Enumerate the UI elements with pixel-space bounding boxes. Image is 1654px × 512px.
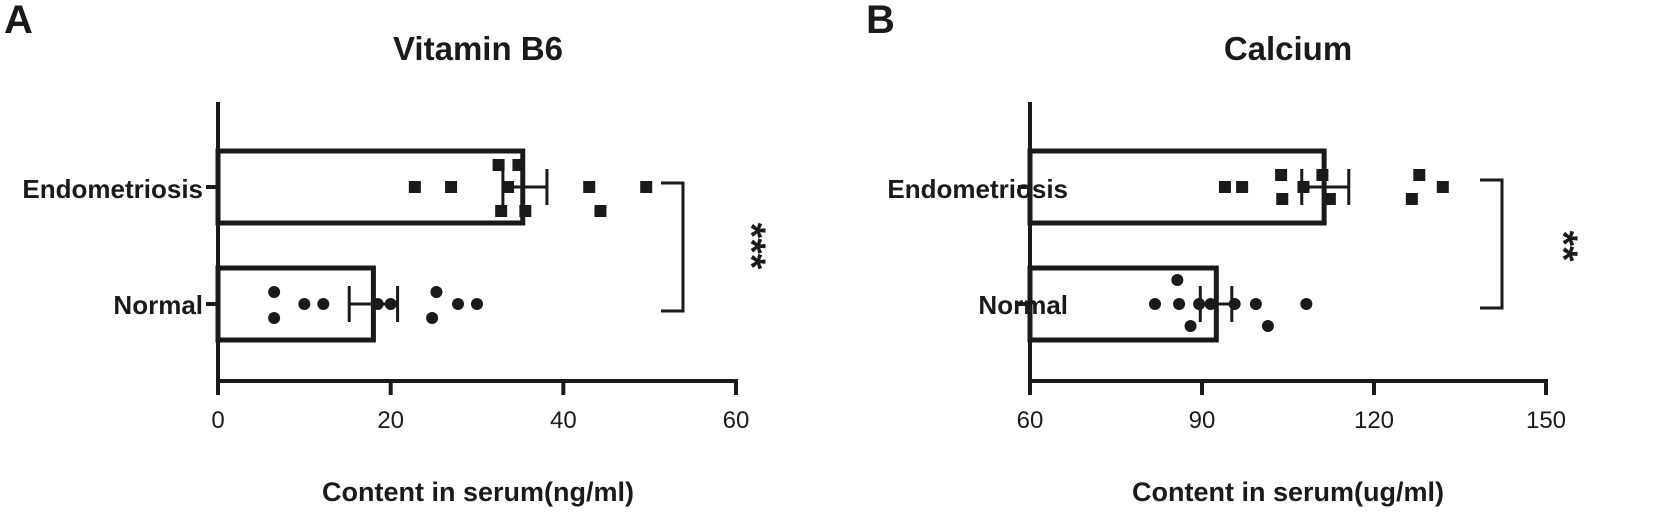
x-tick-label: 60 bbox=[723, 407, 750, 434]
x-tick-label: 0 bbox=[211, 407, 224, 434]
x-tick-label: 20 bbox=[377, 407, 404, 434]
data-point bbox=[1316, 169, 1329, 181]
data-point bbox=[492, 159, 505, 171]
x-tick-label: 120 bbox=[1354, 407, 1394, 434]
category-label-endometriosis: Endometriosis bbox=[22, 174, 203, 204]
bar-endometriosis bbox=[1027, 148, 1327, 226]
data-point bbox=[408, 181, 421, 193]
plot-area: 60 90 120 150 bbox=[1017, 102, 1566, 434]
panel-b: B Calcium Content in serum(ug/ml) Endome… bbox=[866, 0, 1585, 507]
data-point bbox=[1171, 274, 1184, 286]
panel-letter: A bbox=[4, 0, 33, 42]
category-label-normal: Normal bbox=[113, 290, 203, 320]
data-point bbox=[1405, 193, 1418, 205]
data-point bbox=[1300, 298, 1313, 310]
significance-bracket bbox=[661, 181, 685, 313]
chart-title: Vitamin B6 bbox=[393, 30, 563, 67]
data-point bbox=[1436, 181, 1449, 193]
data-point bbox=[452, 298, 465, 310]
data-point bbox=[1249, 298, 1262, 310]
data-point bbox=[1218, 181, 1231, 193]
data-point bbox=[640, 181, 653, 193]
significance-bracket bbox=[1480, 178, 1504, 310]
data-point bbox=[1276, 193, 1289, 205]
data-point bbox=[268, 312, 281, 324]
data-point bbox=[594, 205, 607, 217]
data-point bbox=[1173, 298, 1186, 310]
x-tick-label: 150 bbox=[1526, 407, 1566, 434]
significance-stars: *** bbox=[729, 223, 773, 270]
data-point bbox=[298, 298, 311, 310]
x-tick-label: 60 bbox=[1017, 407, 1044, 434]
data-point bbox=[1261, 320, 1274, 332]
x-tick-label: 40 bbox=[550, 407, 577, 434]
x-axis-title: Content in serum(ug/ml) bbox=[1132, 477, 1444, 507]
category-label-endometriosis: Endometriosis bbox=[887, 174, 1068, 204]
data-point bbox=[1236, 181, 1249, 193]
data-point bbox=[471, 298, 483, 310]
data-point bbox=[1323, 193, 1336, 205]
bar-endometriosis bbox=[215, 148, 526, 226]
data-point bbox=[445, 181, 458, 193]
chart-title: Calcium bbox=[1224, 30, 1352, 67]
panel-letter: B bbox=[866, 0, 895, 42]
data-point bbox=[495, 205, 508, 217]
data-point bbox=[268, 286, 281, 298]
data-point bbox=[583, 181, 596, 193]
data-point bbox=[1275, 169, 1288, 181]
x-axis-title: Content in serum(ng/ml) bbox=[322, 477, 634, 507]
data-point bbox=[519, 205, 532, 217]
data-point bbox=[1148, 298, 1161, 310]
data-point bbox=[1184, 320, 1197, 332]
panel-a: A Vitamin B6 Content in serum(ng/ml) End… bbox=[4, 0, 773, 507]
significance-stars: ** bbox=[1541, 230, 1585, 262]
data-point bbox=[430, 286, 443, 298]
data-point bbox=[512, 159, 525, 171]
plot-area: 0 20 40 60 bbox=[206, 102, 749, 434]
data-point bbox=[1413, 169, 1426, 181]
data-point bbox=[317, 298, 330, 310]
data-point bbox=[426, 312, 439, 324]
x-tick-label: 90 bbox=[1189, 407, 1216, 434]
